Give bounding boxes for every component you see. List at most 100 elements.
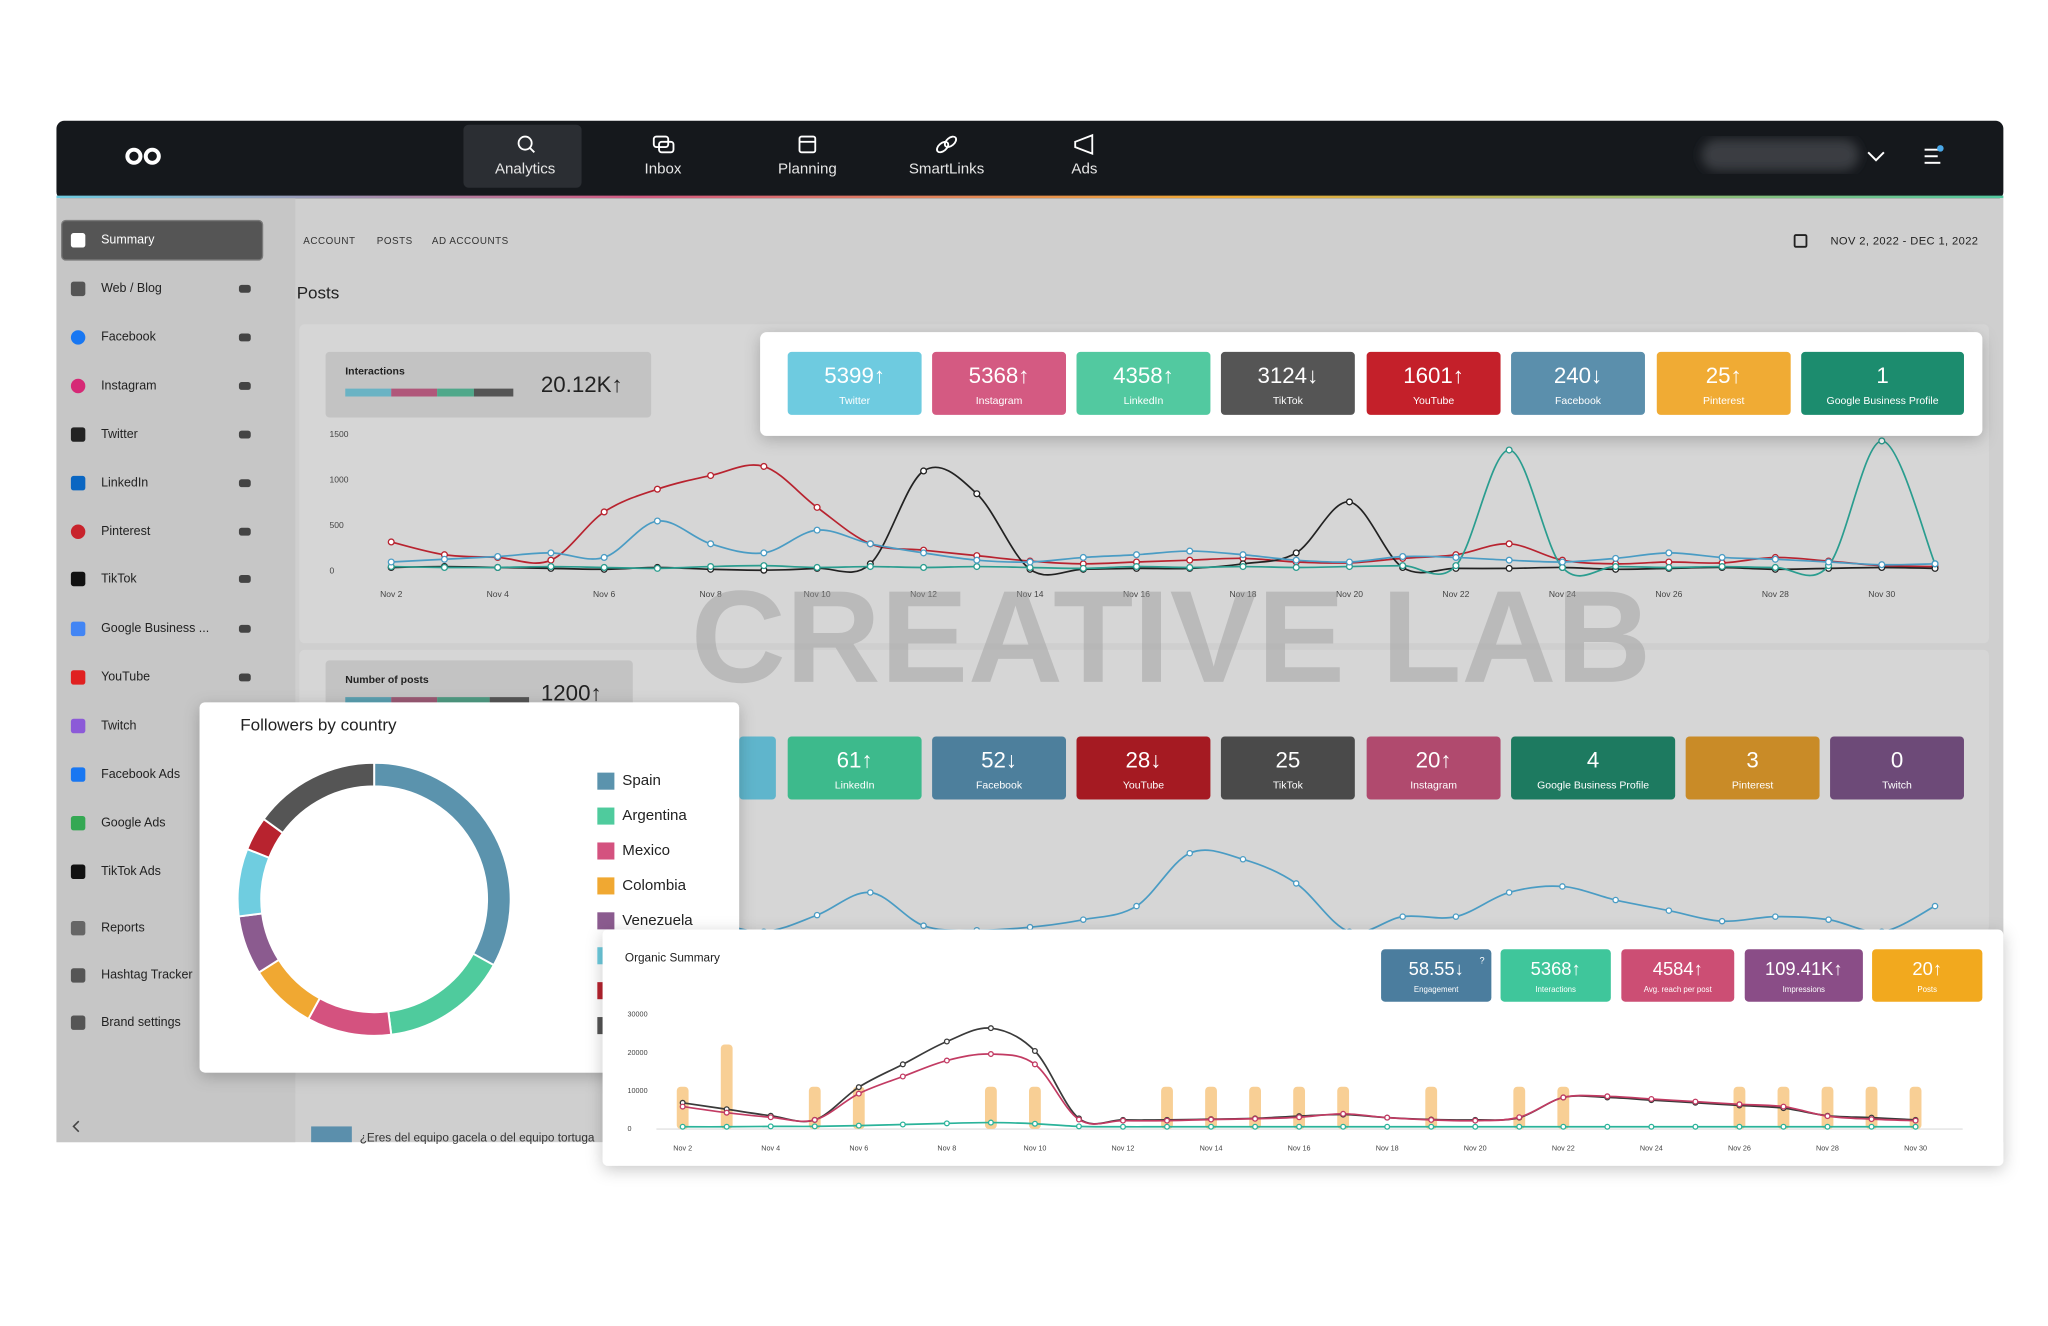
stat-card-value: 1601↑ <box>1403 363 1464 388</box>
data-point <box>1292 563 1300 572</box>
data-point <box>547 549 555 557</box>
collapse-button[interactable] <box>72 1120 80 1133</box>
blog-post-title: ¿Eres del equipo gacela o del equipo tor… <box>360 1130 595 1144</box>
legend-swatch <box>597 807 615 825</box>
data-point <box>1292 880 1300 887</box>
data-point <box>1516 1123 1523 1130</box>
nav-item[interactable]: Ads <box>1071 160 1097 177</box>
data-point <box>1612 554 1620 562</box>
stat-card[interactable] <box>1076 351 1211 415</box>
data-point <box>1252 1115 1259 1122</box>
data-point <box>866 563 874 571</box>
nav-icon <box>529 147 535 153</box>
sidebar-item[interactable]: Summary <box>101 233 155 247</box>
sidebar-status-icon <box>238 575 251 583</box>
stat-card[interactable] <box>1500 949 1611 1002</box>
stat-card-value: 3124↓ <box>1257 363 1318 388</box>
nav-item[interactable]: SmartLinks <box>909 160 984 177</box>
stat-card[interactable] <box>1366 351 1501 415</box>
data-point <box>1208 1116 1215 1123</box>
sidebar-item[interactable]: YouTube <box>101 670 150 684</box>
stat-card[interactable] <box>1656 351 1791 415</box>
nav-item[interactable]: Planning <box>778 160 837 177</box>
sidebar-item[interactable]: Hashtag Tracker <box>101 968 192 982</box>
stat-card[interactable] <box>1511 351 1645 415</box>
x-tick-label: Nov 12 <box>1112 1144 1135 1153</box>
stat-card[interactable] <box>1220 351 1355 415</box>
data-point <box>1516 1114 1523 1121</box>
data-point <box>1452 913 1460 920</box>
stat-card[interactable] <box>1511 736 1676 800</box>
data-point <box>867 889 874 896</box>
stat-card[interactable] <box>1076 736 1211 800</box>
x-tick-label: Nov 2 <box>380 589 403 599</box>
stat-card[interactable] <box>1366 736 1501 800</box>
sidebar-item[interactable]: Reports <box>101 920 145 934</box>
stat-card[interactable] <box>787 736 922 800</box>
data-point <box>1252 1123 1259 1130</box>
interaction-cards: 5399↑ Twitter 5368↑ Instagram 4358↑ LinkedIn 3… <box>760 332 1983 436</box>
data-point <box>1296 1123 1303 1130</box>
summary-bar-segment <box>345 697 392 706</box>
stat-card[interactable] <box>1801 351 1964 415</box>
stat-card[interactable] <box>1872 949 1983 1002</box>
dropdown-chevron[interactable] <box>1867 151 1885 162</box>
sidebar-item[interactable]: Pinterest <box>101 524 151 538</box>
sidebar-icon <box>70 920 86 936</box>
watermark-layer: CREATIVE LAB <box>691 563 1651 710</box>
data-point <box>1452 553 1460 561</box>
stat-card[interactable] <box>1621 949 1735 1002</box>
sidebar-item[interactable]: TikTok <box>101 571 137 585</box>
bar <box>1337 1086 1350 1130</box>
data-point <box>767 1114 774 1121</box>
stat-card[interactable] <box>1744 949 1863 1002</box>
x-tick-label: Nov 4 <box>761 1144 780 1153</box>
help-icon[interactable]: ? <box>1480 955 1485 965</box>
stat-card-label: Instagram <box>976 395 1023 407</box>
sidebar-icon <box>70 864 86 879</box>
data-point <box>1026 923 1034 931</box>
stat-card <box>739 736 776 800</box>
stat-card[interactable] <box>787 351 922 415</box>
bar <box>1293 1086 1306 1130</box>
data-point <box>1771 555 1779 563</box>
sidebar-item[interactable]: TikTok Ads <box>101 864 161 878</box>
sidebar-item[interactable]: Facebook <box>101 330 157 344</box>
nav-item[interactable]: Inbox <box>645 160 682 177</box>
nav-item[interactable]: Analytics <box>495 160 555 177</box>
date-range[interactable]: NOV 2, 2022 - DEC 1, 2022 <box>1830 236 1978 248</box>
sidebar-item[interactable]: LinkedIn <box>101 475 148 489</box>
sidebar-item[interactable]: Web / Blog <box>101 281 162 295</box>
sidebar-item[interactable]: Twitch <box>101 718 136 732</box>
tab[interactable]: POSTS <box>377 236 413 247</box>
stat-card-label: YouTube <box>1413 395 1454 407</box>
user-menu[interactable] <box>1701 139 1859 171</box>
sidebar-item[interactable]: Facebook Ads <box>101 767 180 781</box>
sidebar-icon <box>70 378 86 394</box>
sidebar-item[interactable]: Brand settings <box>101 1015 181 1029</box>
x-tick-label: Nov 20 <box>1464 1144 1487 1153</box>
tab[interactable]: AD ACCOUNTS <box>432 236 509 247</box>
stat-card[interactable] <box>932 351 1067 415</box>
data-point <box>600 508 608 516</box>
stat-card[interactable] <box>1220 736 1355 800</box>
sidebar-item[interactable]: Google Ads <box>101 815 165 829</box>
data-point <box>1384 1114 1391 1121</box>
sidebar-item[interactable]: Google Business ... <box>101 621 209 635</box>
stat-card-value: 4 <box>1587 748 1599 773</box>
tab[interactable]: ACCOUNT <box>303 236 355 247</box>
data-point <box>1612 896 1619 904</box>
data-point <box>1296 1114 1303 1121</box>
stat-card[interactable] <box>1381 949 1492 1002</box>
data-point <box>547 563 555 571</box>
stat-card[interactable] <box>1830 736 1964 800</box>
sidebar-item[interactable]: Twitter <box>101 427 138 441</box>
stat-card[interactable] <box>1685 736 1820 800</box>
sidebar-item[interactable]: Instagram <box>101 378 156 392</box>
stat-card[interactable] <box>932 736 1067 800</box>
data-point <box>1648 1095 1655 1102</box>
sidebar-icon <box>70 1015 86 1030</box>
summary-bar-segment <box>345 388 392 397</box>
data-point <box>653 564 661 572</box>
stat-card-value: 4584↑ <box>1653 958 1703 979</box>
